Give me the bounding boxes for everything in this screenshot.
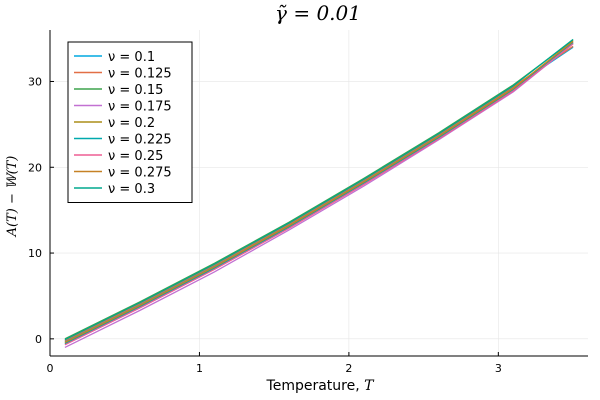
legend-label-2: ν = 0.15 (108, 83, 163, 98)
series-lines (64, 38, 574, 348)
x-tick-label-2: 2 (345, 362, 352, 375)
legend-label-7: ν = 0.275 (108, 166, 172, 181)
series-line-5 (64, 42, 574, 345)
legend-label-0: ν = 0.1 (108, 50, 155, 65)
legend-box (67, 41, 193, 203)
series-line-3 (64, 43, 574, 348)
x-axis-label-symbol: T (364, 378, 375, 394)
legend-label-6: ν = 0.25 (108, 149, 163, 164)
x-tick-label-1: 1 (196, 362, 203, 375)
series-line-6 (64, 43, 574, 346)
series-line-4 (64, 41, 574, 344)
legend-label-8: ν = 0.3 (108, 182, 155, 197)
x-axis-label: Temperature, T (266, 378, 376, 394)
y-tick-label-0: 0 (35, 333, 42, 346)
y-tick-label-2: 20 (28, 161, 42, 174)
legend-label-4: ν = 0.2 (108, 116, 155, 131)
series-line-2 (64, 39, 574, 340)
legend-label-5: ν = 0.225 (108, 133, 172, 148)
legend-label-3: ν = 0.175 (108, 100, 172, 115)
x-tick-label-0: 0 (47, 362, 54, 375)
y-tick-label-3: 30 (28, 75, 42, 88)
series-line-8 (64, 38, 574, 341)
series-line-0 (64, 46, 574, 342)
series-line-1 (64, 45, 574, 342)
series-line-7 (64, 40, 574, 343)
y-tick-label-1: 10 (28, 247, 42, 260)
chart-title: γ̃ = 0.01 (275, 1, 361, 25)
y-axis-label: A(T) − 𝕎(T) (5, 156, 20, 238)
x-tick-label-3: 3 (495, 362, 502, 375)
legend-label-1: ν = 0.125 (108, 67, 172, 82)
